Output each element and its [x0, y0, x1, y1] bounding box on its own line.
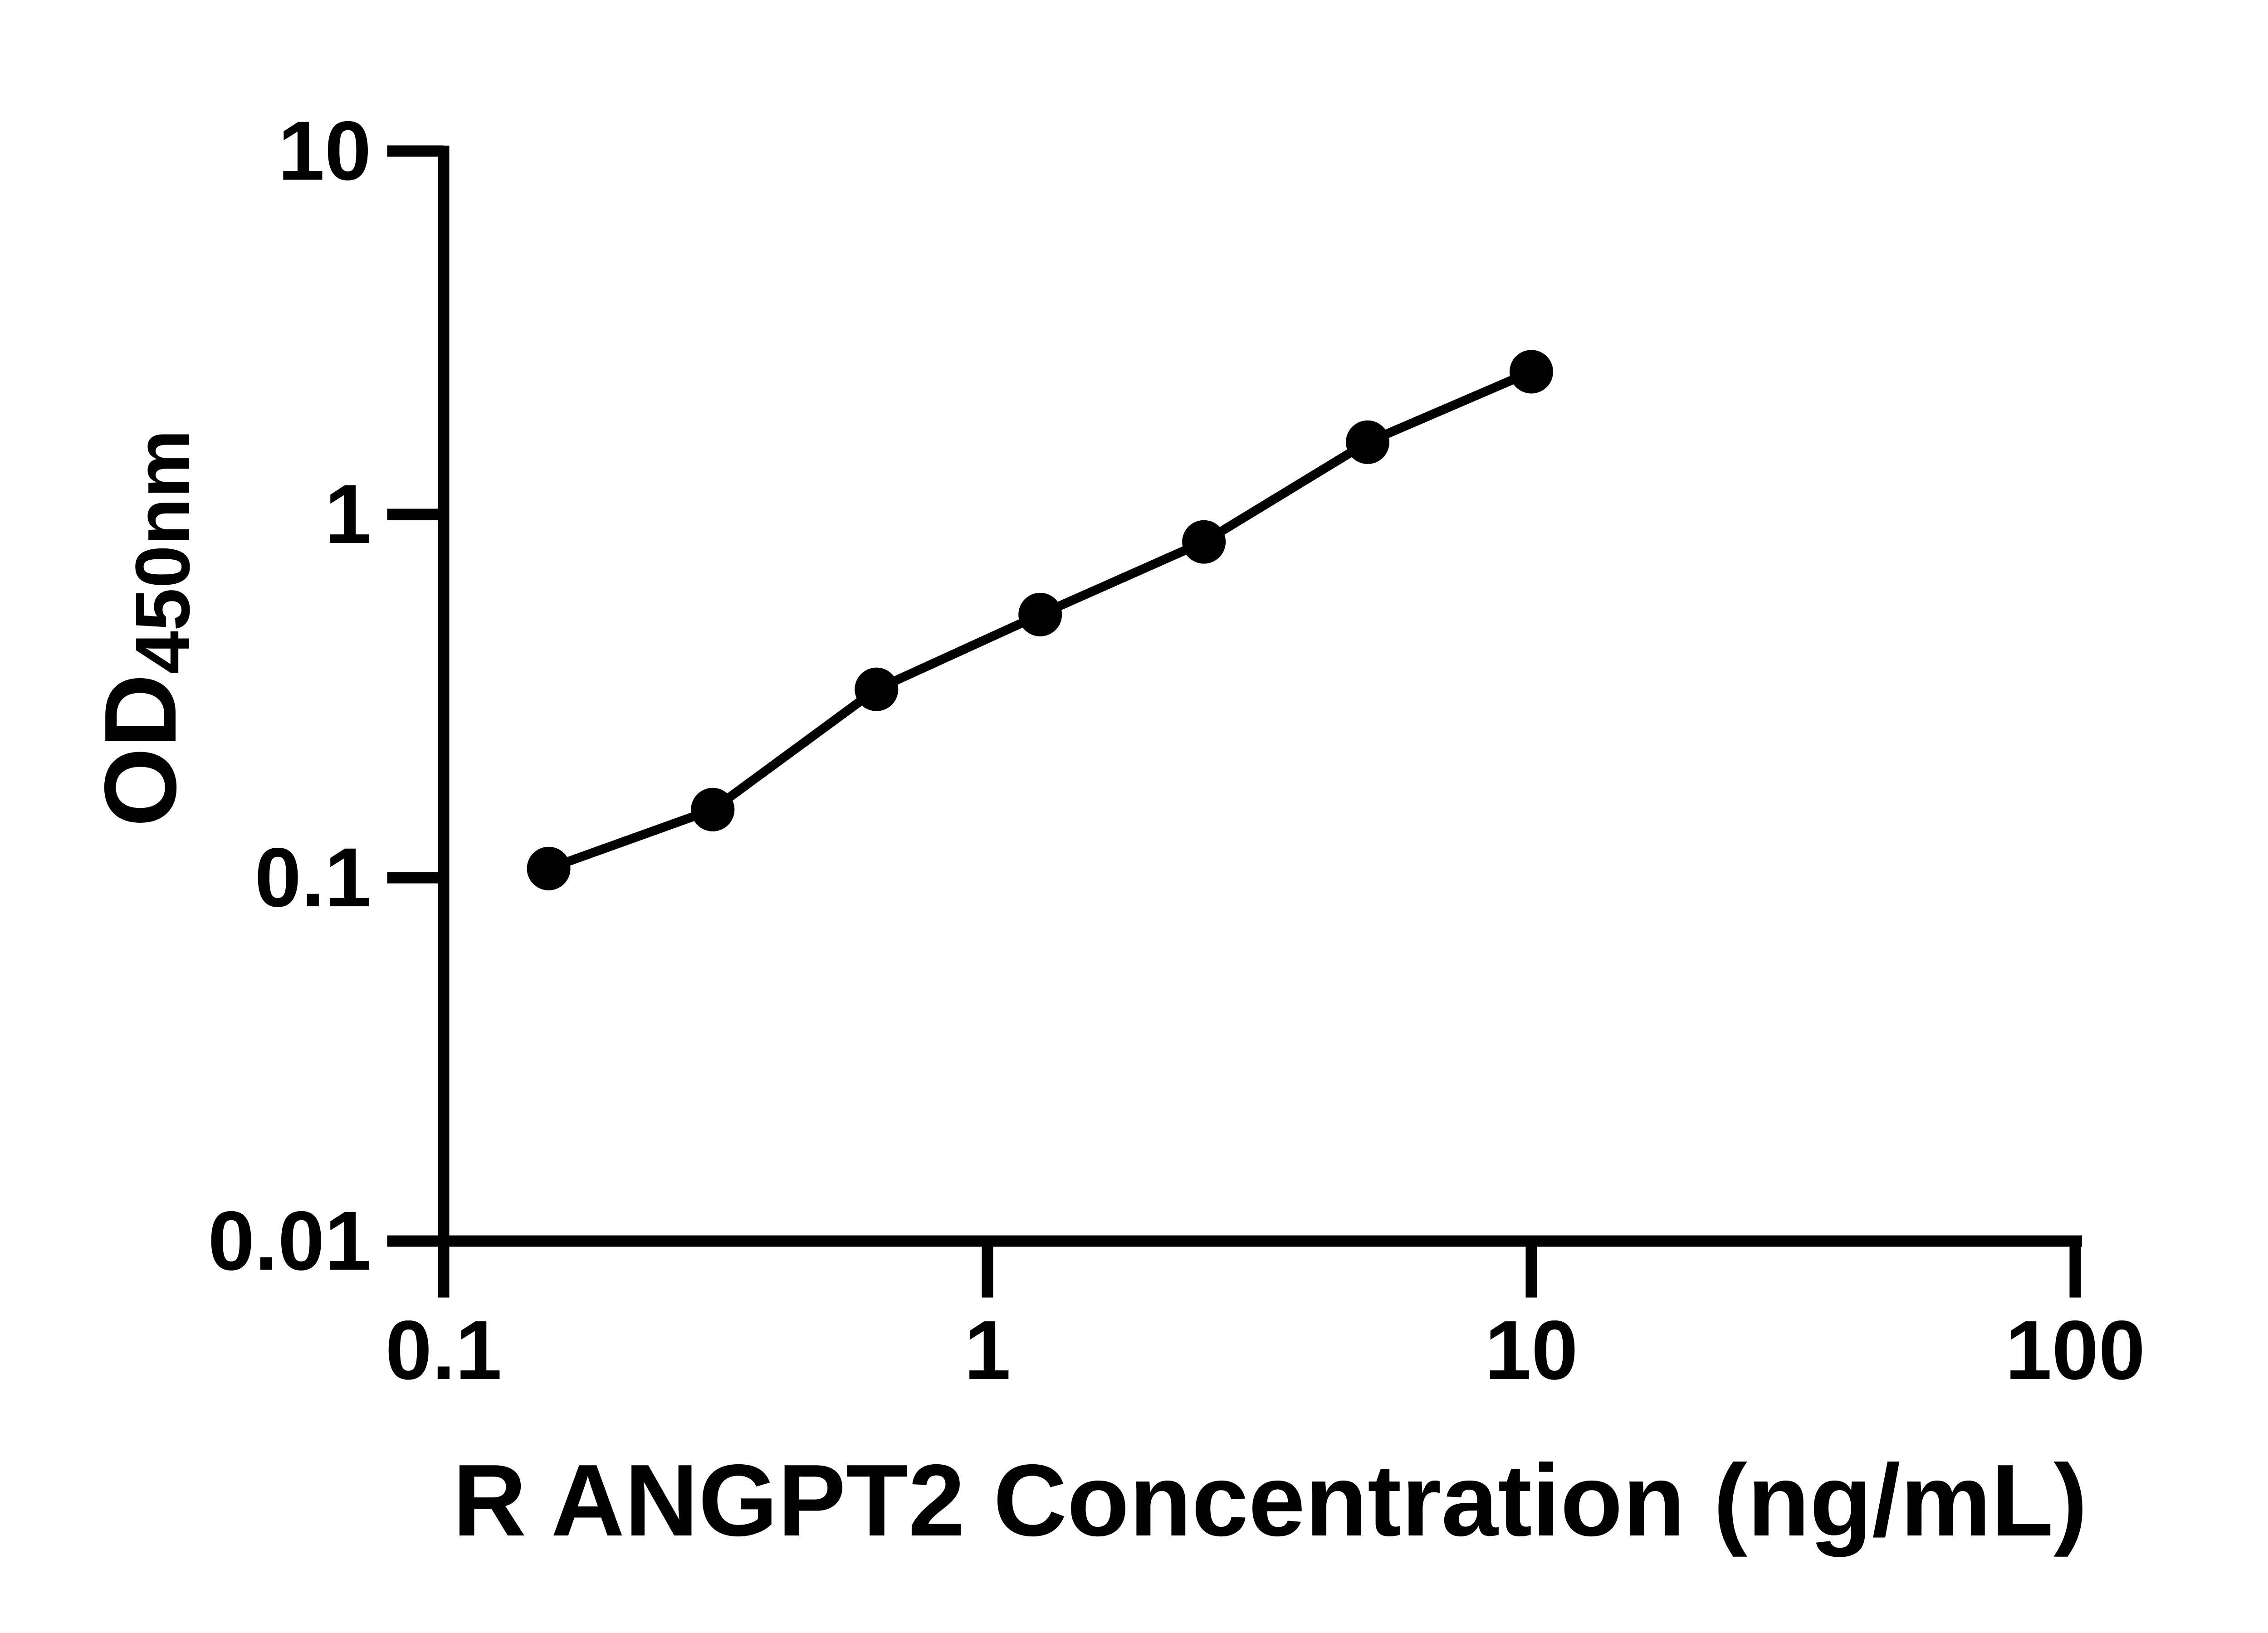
- x-axis-title: R ANGPT2 Concentration (ng/mL): [453, 1443, 2087, 1557]
- y-axis-title-main: OD: [83, 674, 197, 827]
- data-point: [1346, 420, 1390, 464]
- y-tick-label: 10: [278, 104, 371, 198]
- x-tick-label: 1: [964, 1304, 1011, 1397]
- ticks: [387, 145, 2081, 1298]
- data-point: [691, 787, 735, 831]
- data-point: [527, 846, 571, 890]
- data-point: [1510, 350, 1553, 394]
- y-axis-title: OD450nm: [83, 430, 206, 827]
- x-tick-label: 100: [2005, 1304, 2146, 1397]
- x-tick-label: 10: [1485, 1304, 1578, 1397]
- plot-series: [527, 350, 1553, 890]
- y-axis-title-subscript: 450nm: [120, 430, 206, 674]
- y-tick-label: 0.01: [208, 1194, 371, 1288]
- x-tick-label: 0.1: [385, 1304, 502, 1397]
- data-point: [1018, 592, 1062, 636]
- axes: [438, 146, 2082, 1247]
- y-tick-label: 0.1: [254, 831, 371, 924]
- data-point: [855, 667, 899, 711]
- y-tick-label: 1: [325, 468, 371, 561]
- data-point: [1182, 520, 1226, 564]
